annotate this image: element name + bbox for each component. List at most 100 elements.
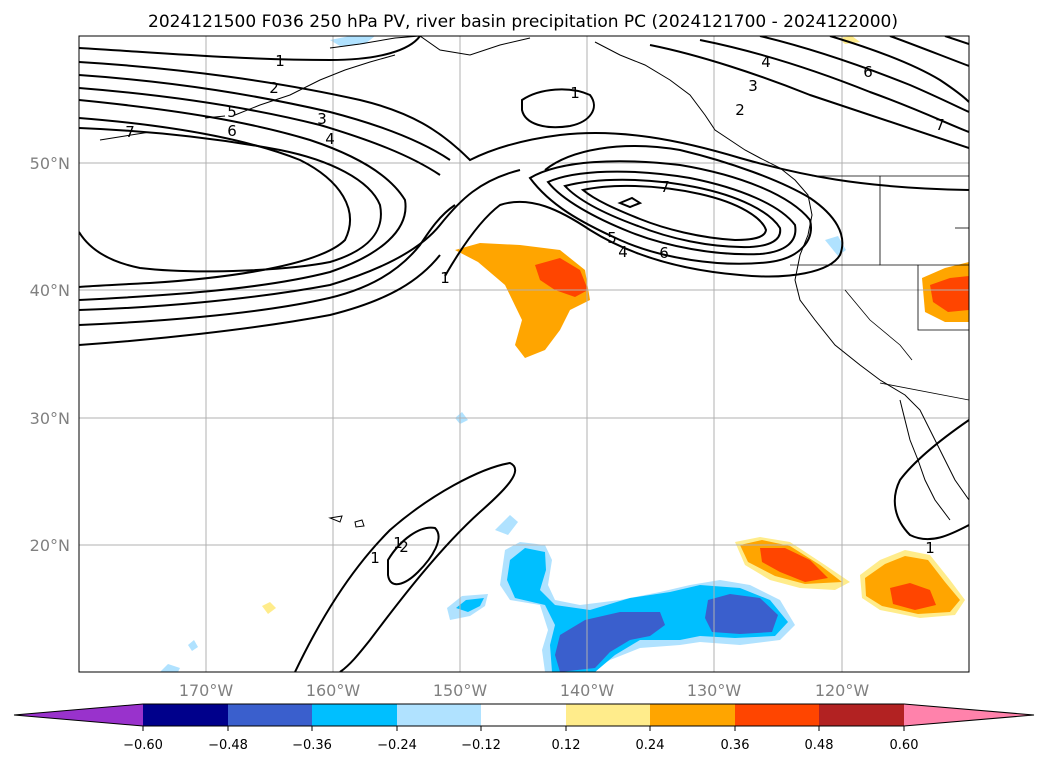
pv-contour bbox=[521, 88, 595, 129]
lon-label: 140°W bbox=[560, 681, 615, 700]
pv-contour bbox=[294, 461, 517, 672]
contour-label: 4 bbox=[761, 53, 771, 71]
contour-label: 2 bbox=[269, 79, 279, 97]
weak-positive-anomaly-region bbox=[838, 36, 860, 44]
pv-contour bbox=[649, 44, 969, 149]
colorbar-segment bbox=[143, 704, 228, 726]
pv-contour bbox=[563, 178, 782, 249]
colorbar-segment bbox=[481, 704, 566, 726]
lon-label: 160°W bbox=[306, 681, 361, 700]
pv-contour bbox=[759, 36, 969, 113]
colorbar-tick-label: 0.12 bbox=[552, 738, 581, 753]
pv-contour bbox=[889, 36, 969, 67]
pv-contour bbox=[580, 184, 768, 242]
lat-label: 50°N bbox=[30, 154, 70, 173]
contour-label: 4 bbox=[325, 130, 335, 148]
lat-label: 30°N bbox=[30, 409, 70, 428]
strong-positive-anomaly-region bbox=[760, 548, 828, 582]
aleutian-islands bbox=[234, 54, 396, 116]
strong-positive-anomaly-region bbox=[930, 276, 969, 312]
pv-contour bbox=[893, 419, 969, 541]
colorbar-segment bbox=[397, 704, 481, 726]
contour-label: 2 bbox=[399, 538, 409, 556]
colorbar-tick-label: 0.60 bbox=[890, 738, 919, 753]
alaska-coastline bbox=[329, 36, 421, 49]
pv-contour bbox=[79, 117, 351, 288]
map-area: 1 2 3 4 5 6 7 1 2 3 4 6 7 7 5 4 6 1 1 1 bbox=[78, 35, 970, 673]
contour-label: 1 bbox=[275, 52, 285, 70]
contour-label: 6 bbox=[227, 122, 237, 140]
pv-contour bbox=[79, 204, 456, 326]
colorbar-segment bbox=[14, 704, 143, 726]
contour-label: 5 bbox=[607, 229, 617, 247]
hawaii-island bbox=[328, 515, 343, 523]
pv-contour bbox=[79, 74, 451, 161]
pv-contour bbox=[444, 145, 844, 278]
state-border bbox=[844, 289, 913, 361]
lon-label: 120°W bbox=[815, 681, 870, 700]
pv-contour bbox=[79, 169, 521, 311]
pv-contours bbox=[79, 36, 969, 672]
weak-positive-anomaly-region bbox=[262, 602, 276, 614]
pv-contour bbox=[528, 160, 812, 265]
contour-label: 5 bbox=[227, 103, 237, 121]
colorbar-segment bbox=[819, 704, 904, 726]
pv-contour bbox=[79, 87, 441, 176]
colorbar-tick-label: −0.60 bbox=[123, 738, 163, 753]
contour-label: 6 bbox=[659, 244, 669, 262]
colorbar-tick-label: 0.48 bbox=[805, 738, 834, 753]
contour-labels: 1 2 3 4 5 6 7 1 2 3 4 6 7 7 5 4 6 1 1 1 bbox=[125, 52, 945, 567]
weak-negative-anomaly-region bbox=[160, 664, 180, 672]
contour-label: 7 bbox=[935, 116, 945, 134]
state-border bbox=[917, 265, 969, 331]
precipitation-shading bbox=[160, 36, 969, 672]
colorbar-tick-label: −0.36 bbox=[292, 738, 332, 753]
aleutian-islands bbox=[99, 131, 151, 141]
contour-label: 1 bbox=[393, 534, 403, 552]
colorbar-segment bbox=[312, 704, 397, 726]
map-title: 2024121500 F036 250 hPa PV, river basin … bbox=[148, 12, 898, 32]
pv-contour bbox=[546, 170, 797, 256]
contour-label: 3 bbox=[748, 77, 758, 95]
contour-label: 1 bbox=[370, 549, 380, 567]
map-frame bbox=[78, 35, 970, 673]
weak-negative-anomaly-region bbox=[188, 640, 198, 651]
pv-contour bbox=[829, 36, 969, 103]
weak-negative-anomaly-region bbox=[495, 515, 518, 535]
colorbar-tick-label: 0.36 bbox=[721, 738, 750, 753]
contour-label: 7 bbox=[125, 123, 135, 141]
contour-label: 2 bbox=[735, 101, 745, 119]
colorbar-segment bbox=[566, 704, 650, 726]
lon-label: 130°W bbox=[687, 681, 742, 700]
pv-contour bbox=[617, 196, 643, 209]
lon-label: 170°W bbox=[179, 681, 234, 700]
lon-label: 150°W bbox=[433, 681, 488, 700]
contour-label: 7 bbox=[660, 178, 670, 196]
pv-contour bbox=[944, 36, 969, 45]
pv-contour bbox=[387, 526, 440, 586]
us-mexico-border bbox=[879, 382, 969, 401]
contour-label: 6 bbox=[863, 63, 873, 81]
longitude-labels: 170°W 160°W 150°W 140°W 130°W 120°W bbox=[179, 681, 870, 700]
colorbar-segment bbox=[228, 704, 312, 726]
latitude-labels: 50°N 40°N 30°N 20°N bbox=[30, 154, 70, 555]
strong-positive-anomaly-region bbox=[890, 583, 936, 610]
colorbar-segment bbox=[735, 704, 819, 726]
colorbar: −0.60 −0.48 −0.36 −0.24 −0.12 0.12 0.24 … bbox=[13, 703, 1035, 753]
hawaii-island bbox=[354, 519, 365, 528]
pv-contour bbox=[79, 254, 441, 346]
gridlines bbox=[79, 36, 969, 672]
strong-negative-anomaly-region bbox=[555, 612, 665, 672]
colorbar-tick-label: −0.12 bbox=[461, 738, 501, 753]
contour-label: 1 bbox=[925, 539, 935, 557]
colorbar-tick-label: 0.24 bbox=[636, 738, 665, 753]
contour-label: 1 bbox=[570, 84, 580, 102]
alaska-coastline bbox=[419, 36, 531, 56]
pv-contour bbox=[699, 39, 969, 133]
strong-positive-anomaly-region bbox=[535, 258, 588, 297]
contour-label: 1 bbox=[440, 269, 450, 287]
colorbar-tick-label: −0.24 bbox=[377, 738, 417, 753]
pv-contour bbox=[79, 99, 407, 301]
colorbar-segment bbox=[904, 704, 1034, 726]
